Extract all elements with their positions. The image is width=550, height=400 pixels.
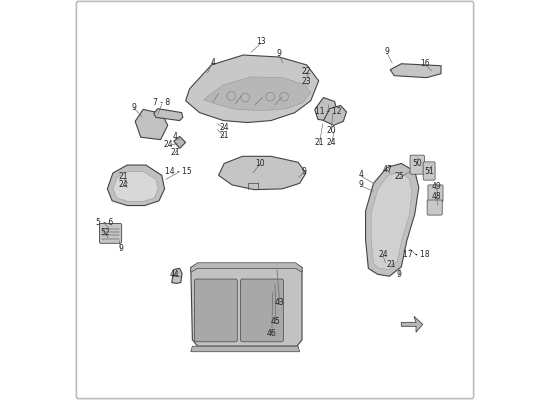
Text: 9: 9 <box>301 166 306 176</box>
Polygon shape <box>366 164 419 276</box>
Text: 21: 21 <box>386 260 396 269</box>
Text: 24: 24 <box>164 140 173 149</box>
Polygon shape <box>191 263 302 272</box>
Text: 4: 4 <box>211 58 216 68</box>
Polygon shape <box>113 171 158 202</box>
Text: 5 - 6: 5 - 6 <box>96 218 114 227</box>
Polygon shape <box>390 64 441 78</box>
Text: 23: 23 <box>301 77 311 86</box>
Text: 45: 45 <box>271 318 280 326</box>
FancyBboxPatch shape <box>410 155 425 174</box>
Text: 16: 16 <box>420 59 430 68</box>
Text: 9: 9 <box>397 270 402 279</box>
Polygon shape <box>218 156 306 190</box>
Text: 24: 24 <box>219 123 229 132</box>
Text: 20: 20 <box>327 126 336 135</box>
Text: 43: 43 <box>275 298 285 306</box>
FancyBboxPatch shape <box>428 185 443 202</box>
Text: 47: 47 <box>382 164 392 174</box>
Text: 52: 52 <box>100 228 110 237</box>
Text: 4: 4 <box>173 132 177 141</box>
Text: 9: 9 <box>359 180 364 190</box>
Text: 21: 21 <box>315 138 324 147</box>
Polygon shape <box>315 98 338 121</box>
Polygon shape <box>191 346 300 352</box>
Text: 22: 22 <box>301 67 311 76</box>
Text: 24: 24 <box>378 250 388 259</box>
Polygon shape <box>186 55 318 122</box>
Text: 46: 46 <box>267 329 277 338</box>
Text: 17 - 18: 17 - 18 <box>404 250 430 259</box>
Polygon shape <box>135 110 168 140</box>
Polygon shape <box>323 106 346 125</box>
Polygon shape <box>204 77 311 111</box>
Text: 21: 21 <box>170 148 180 157</box>
Polygon shape <box>172 268 182 284</box>
FancyBboxPatch shape <box>240 279 283 342</box>
FancyBboxPatch shape <box>427 200 442 215</box>
Text: 14 - 15: 14 - 15 <box>166 166 192 176</box>
Text: 13: 13 <box>256 38 266 46</box>
Text: 9: 9 <box>118 244 123 253</box>
FancyBboxPatch shape <box>194 279 237 342</box>
Text: 51: 51 <box>424 166 433 176</box>
Polygon shape <box>191 264 302 346</box>
Text: 24: 24 <box>327 138 336 147</box>
Text: 49: 49 <box>432 182 442 191</box>
Text: 9: 9 <box>277 49 282 58</box>
Polygon shape <box>402 316 423 332</box>
Text: 10: 10 <box>255 158 265 168</box>
Polygon shape <box>154 109 183 120</box>
FancyBboxPatch shape <box>423 162 435 180</box>
Text: 25: 25 <box>394 172 404 182</box>
Text: 48: 48 <box>432 192 442 201</box>
Text: 11 - 12: 11 - 12 <box>315 107 341 116</box>
Text: 9: 9 <box>384 47 389 56</box>
Polygon shape <box>107 165 164 206</box>
Text: 4: 4 <box>359 170 364 180</box>
FancyBboxPatch shape <box>100 224 122 243</box>
Text: 9: 9 <box>131 102 136 112</box>
Polygon shape <box>174 136 186 148</box>
Text: 21: 21 <box>219 131 229 140</box>
Text: 44: 44 <box>169 270 179 279</box>
Text: 21: 21 <box>118 172 128 182</box>
Polygon shape <box>371 172 412 270</box>
Text: 24: 24 <box>118 180 128 190</box>
Text: 50: 50 <box>412 158 422 168</box>
Text: 7 - 8: 7 - 8 <box>153 98 170 107</box>
